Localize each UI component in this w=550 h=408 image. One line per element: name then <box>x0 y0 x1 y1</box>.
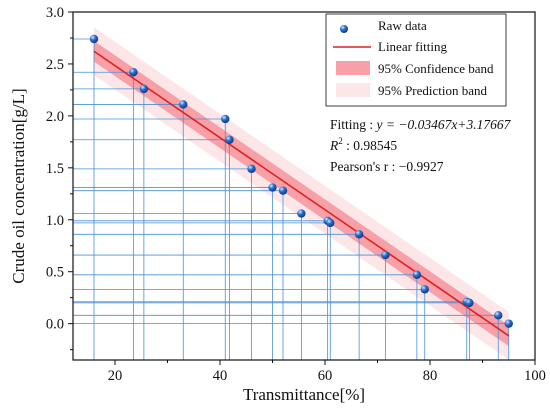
y-tick-label: 1.5 <box>46 161 64 177</box>
legend-label-linear-fitting: Linear fitting <box>378 39 447 54</box>
data-point <box>221 114 230 124</box>
legend-item-prediction-band: 95% Prediction band <box>336 83 488 98</box>
y-tick-label: 2.5 <box>46 57 64 73</box>
fit-equation-label: Fitting : <box>330 117 377 132</box>
legend-item-raw-data: Raw data <box>340 18 427 33</box>
r-squared: R2 : 0.98545 <box>329 136 397 153</box>
axis-ticks: 20 40 60 80 100 0.0 0.5 1.0 1.5 2.0 2.5 3.0 <box>46 5 546 384</box>
data-point <box>504 319 513 328</box>
x-axis-title: Transmittance[%] <box>243 385 365 404</box>
legend-marker-prediction-band <box>336 83 370 97</box>
y-axis-title: Crude oil concentration[g/L] <box>9 88 28 283</box>
data-point <box>326 218 335 228</box>
data-point <box>494 311 503 320</box>
fit-line <box>93 50 510 337</box>
data-point <box>354 230 364 239</box>
reference-lines-layer <box>73 38 510 360</box>
r-squared-value: : 0.98545 <box>343 138 398 153</box>
data-point <box>129 68 138 77</box>
data-point <box>225 135 234 144</box>
pearson-r: Pearson's r : −0.9927 <box>330 159 444 174</box>
x-tick-label: 60 <box>318 368 333 384</box>
x-tick-label: 100 <box>524 368 546 384</box>
y-tick-label: 2.0 <box>46 109 64 125</box>
data-point <box>139 84 149 94</box>
legend-label-confidence-band: 95% Confidence band <box>378 61 494 76</box>
data-point <box>297 209 306 218</box>
x-tick-label: 20 <box>108 368 123 384</box>
legend-label-raw-data: Raw data <box>378 18 427 33</box>
r-squared-label: R <box>329 138 339 153</box>
data-point <box>268 183 277 192</box>
legend: Raw data Linear fitting 95% Confidence b… <box>325 13 507 107</box>
x-tick-label: 80 <box>423 368 438 384</box>
data-point <box>179 100 188 109</box>
data-point <box>420 285 429 294</box>
data-point <box>89 34 99 44</box>
data-point <box>412 270 422 280</box>
legend-item-confidence-band: 95% Confidence band <box>336 61 494 76</box>
fit-line-layer <box>93 50 510 337</box>
y-tick-label: 0.5 <box>46 265 64 281</box>
x-tick-label: 40 <box>213 368 228 384</box>
data-point <box>247 164 256 174</box>
data-point <box>278 186 288 195</box>
data-point <box>465 298 474 308</box>
plot-frame <box>72 11 536 361</box>
legend-marker-raw-data <box>340 25 348 33</box>
fit-equation: Fitting : y = −0.03467x+3.17667 <box>330 117 512 132</box>
data-points <box>89 34 513 328</box>
y-tick-label: 3.0 <box>46 5 64 21</box>
r-squared-sup: 2 <box>338 136 343 146</box>
y-tick-label: 1.0 <box>46 213 64 229</box>
legend-marker-confidence-band <box>336 61 370 75</box>
fit-equation-formula: y = −0.03467x+3.17667 <box>375 117 512 132</box>
fit-statistics: Fitting : y = −0.03467x+3.17667 R2 : 0.9… <box>329 117 512 174</box>
y-tick-label: 0.0 <box>46 317 64 333</box>
legend-item-linear-fitting: Linear fitting <box>333 39 447 54</box>
legend-label-prediction-band: 95% Prediction band <box>378 83 488 98</box>
data-point <box>381 250 390 260</box>
